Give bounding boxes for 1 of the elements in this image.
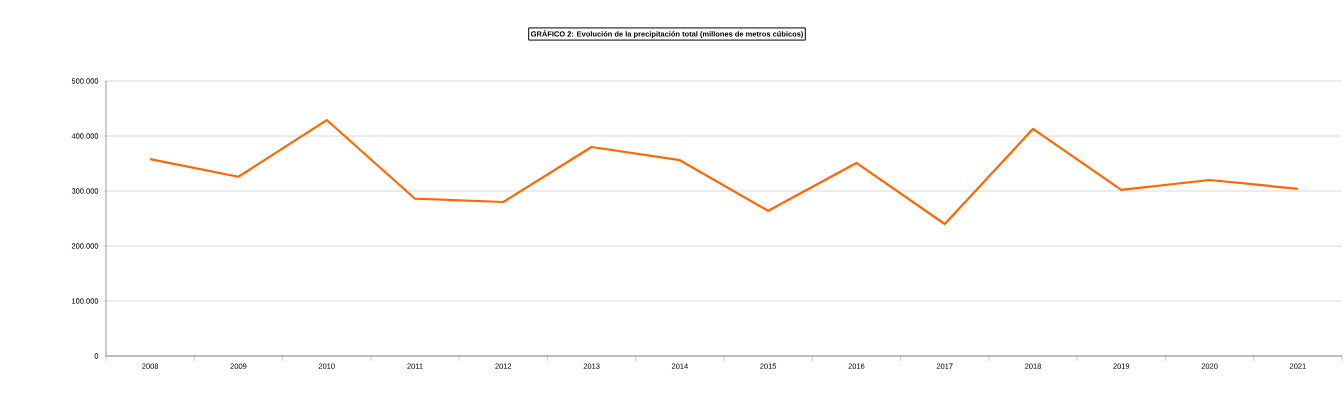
line-series [149, 118, 1299, 226]
